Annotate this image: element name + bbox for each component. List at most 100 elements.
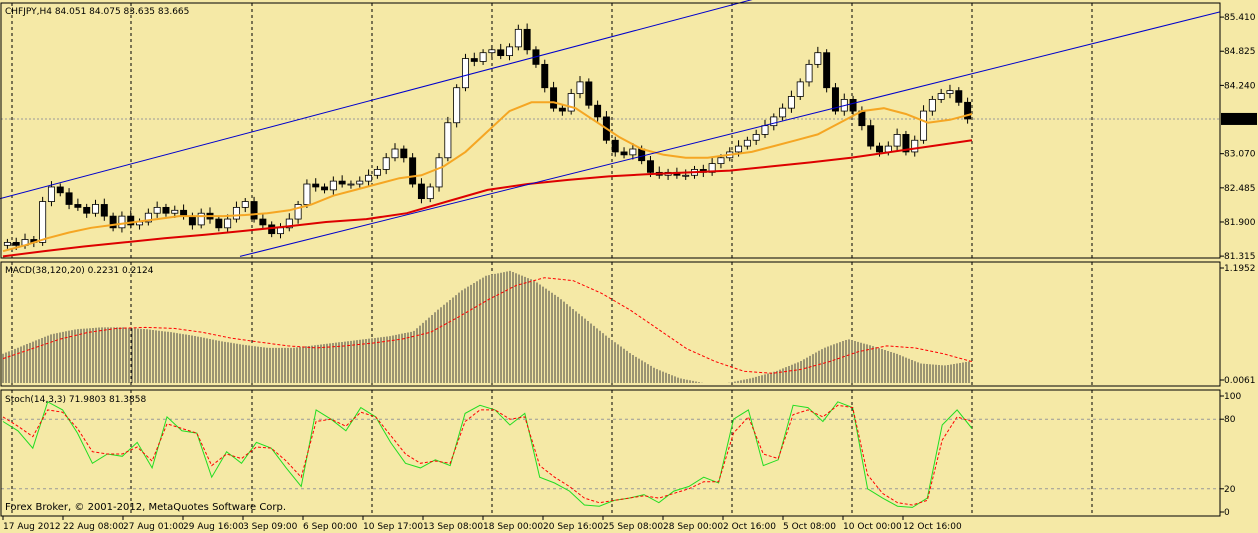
candle-body [100,204,108,217]
candle-body [224,218,232,229]
candle-body [118,215,126,229]
stoch-tick-label: 80 [1224,415,1236,425]
x-tick-label: 17 Aug 2012 [3,522,61,532]
candle-body [594,104,602,118]
candle-body [312,183,320,188]
price-tick-label: 83.070 [1224,150,1256,160]
candle-body [109,215,117,229]
stochastic-panel[interactable] [1,401,1220,508]
current-price-label: 83.665 [1223,115,1255,125]
macd-panel[interactable] [2,270,973,383]
price-tick-label: 84.240 [1224,81,1256,91]
candle-body [444,122,452,159]
candle-body [541,63,549,89]
candle-body [321,186,329,191]
candle-body [558,107,566,112]
candle-body [56,186,64,194]
chart-header: CHFJPY,H4 84.051 84.075 83.635 83.665 [5,7,189,17]
candle-body [470,58,478,62]
candle-body [506,46,514,57]
candle-body [329,180,337,191]
candle-body [356,180,364,185]
candle-body [735,145,743,153]
candle-body [550,87,558,109]
candle-body [65,192,73,205]
candle-body [805,63,813,83]
candle-body [796,81,804,97]
candle-body [285,218,293,229]
stoch-tick-label: 100 [1224,392,1241,402]
candle-body [391,148,399,159]
candle-body [74,204,82,208]
candle-body [294,204,302,220]
price-tick-label: 85.410 [1224,13,1256,23]
axes: 85.410 84.825 84.240 83.070 82.485 81.900 81.3… [2,13,1257,532]
candle-body [611,139,619,153]
panel-frame [0,261,1221,387]
candle-body [523,28,531,51]
candle-body [127,215,135,226]
price-tick-label: 81.315 [1224,252,1256,262]
candle-body [12,242,20,246]
x-tick-label: 25 Sep 08:00 [603,522,663,532]
price-tick-label: 84.825 [1224,47,1256,57]
candle-body [92,204,99,214]
candle-body [215,218,223,229]
macd-title: MACD(38,120,20) 0.2231 0.2124 [5,266,154,276]
copyright-text: Forex Broker, © 2001-2012, MetaQuotes So… [5,502,286,513]
candle-body [920,110,928,141]
x-tick-label: 3 Sep 09:00 [243,522,298,532]
candle-body [241,201,249,208]
candle-body [911,139,919,153]
stoch-main-line [2,401,973,508]
stoch-title: Stoch(14,3,3) 71.9803 81.3858 [5,395,146,405]
x-tick-label: 20 Sep 16:00 [543,522,603,532]
candle-body [479,52,487,62]
candle-body [497,49,505,57]
candle-body [955,90,963,103]
panel-frames [0,2,1221,517]
candle-body [83,206,91,214]
price-tick-label: 82.485 [1224,184,1256,194]
x-tick-label: 29 Aug 16:00 [183,522,244,532]
candle-body [946,90,954,94]
candle-body [461,58,469,89]
candle-body [752,134,760,141]
candle-body [761,125,769,135]
candle-body [259,218,267,226]
x-tick-label: 22 Aug 08:00 [63,522,124,532]
candle-body [453,87,461,124]
x-tick-label: 13 Sep 08:00 [423,522,483,532]
x-tick-label: 18 Sep 00:00 [483,522,543,532]
x-tick-label: 10 Sep 17:00 [363,522,423,532]
candle-body [585,81,593,106]
candle-body [717,157,725,165]
candle-body [47,186,55,202]
macd-tick-label: 1.1952 [1224,264,1256,274]
candle-body [629,148,637,156]
candle-body [849,98,857,112]
candle-body [162,206,170,214]
candle-body [876,145,883,153]
candle-body [682,174,690,177]
candle-body [426,186,434,200]
candle-body [144,212,152,223]
candle-body [277,227,284,235]
candle-body [338,180,346,185]
candle-body [39,201,47,243]
candle-body [937,93,945,100]
candle-body [831,87,839,112]
candle-body [770,116,778,127]
candle-body [638,148,646,162]
candle-body [814,52,822,65]
candle-body [902,134,910,153]
ma-slow-line [2,139,973,258]
trendline [239,11,1221,257]
ma-fast-line [2,101,973,253]
price-panel[interactable] [0,0,1221,258]
x-tick-label: 28 Sep 00:00 [663,522,723,532]
x-tick-label: 10 Oct 00:00 [843,522,902,532]
candle-body [382,157,390,170]
candle-body [779,107,787,118]
x-tick-label: 12 Oct 16:00 [903,522,962,532]
